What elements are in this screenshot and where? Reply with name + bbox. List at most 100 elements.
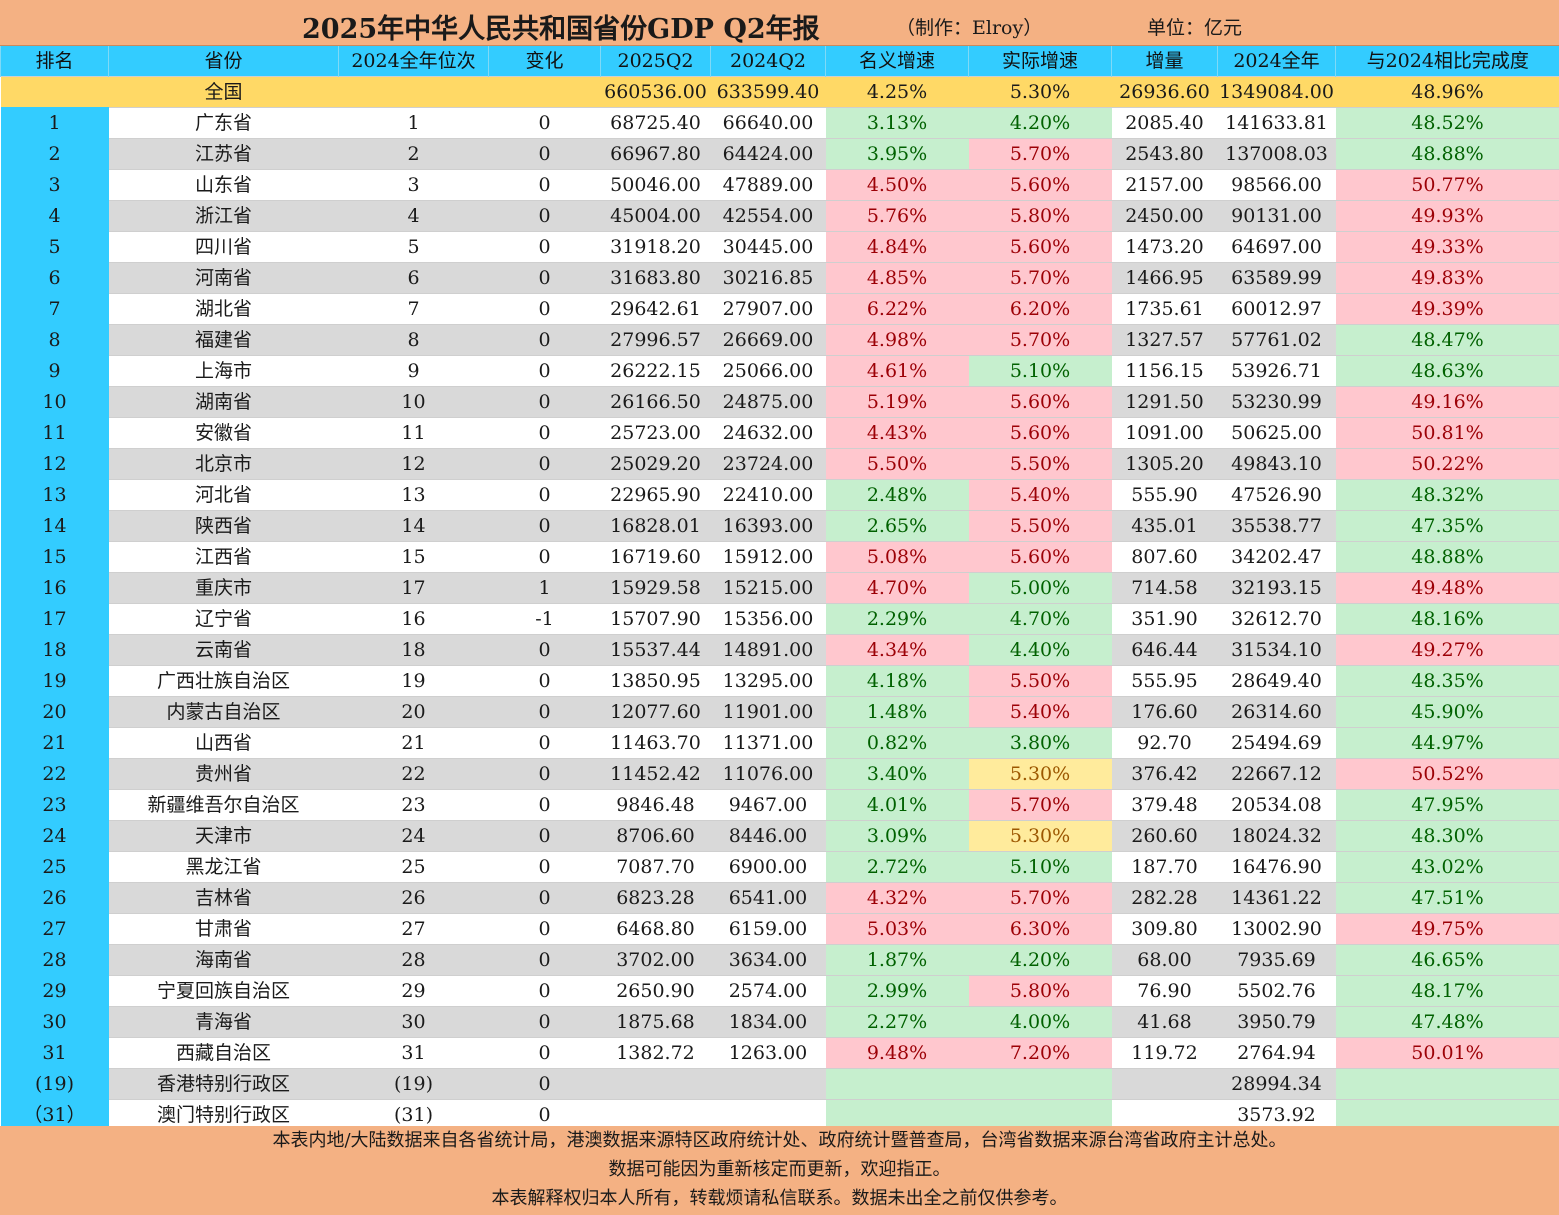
real-growth-cell: 5.60% [968, 541, 1112, 573]
rank-2024-cell: 23 [338, 789, 489, 821]
table-row: 13 河北省 13 0 22965.90 22410.00 2.48% 5.40% 555.90… [0, 479, 1559, 511]
rank-cell: 24 [0, 820, 109, 852]
rank-2024-cell: 12 [338, 448, 489, 480]
increment-cell: 376.42 [1111, 758, 1218, 790]
real-growth-cell: 6.30% [968, 913, 1112, 945]
rank-2024-cell: 24 [338, 820, 489, 852]
col-header-rank[interactable]: 排名 [0, 46, 109, 77]
change-cell: 0 [488, 789, 601, 821]
rank-cell: 28 [0, 944, 109, 976]
q2-2024-cell: 47889.00 [710, 169, 826, 201]
q2-2025-cell: 15537.44 [600, 634, 711, 666]
rank-cell: 5 [0, 231, 109, 263]
col-header-q2-2024[interactable]: 2024Q2 [710, 46, 826, 77]
real-growth-cell: 5.00% [968, 572, 1112, 604]
national-name: 全国 [108, 76, 339, 108]
province-cell: 江西省 [108, 541, 339, 573]
change-cell: 0 [488, 1037, 601, 1069]
real-growth-cell [968, 1099, 1112, 1131]
rank-2024-cell: 14 [338, 510, 489, 542]
real-growth-cell: 5.10% [968, 851, 1112, 883]
col-header-completion[interactable]: 与2024相比完成度 [1335, 46, 1559, 77]
full-2024-cell: 25494.69 [1217, 727, 1336, 759]
table-row: 10 湖南省 10 0 26166.50 24875.00 5.19% 5.60% 1291.5… [0, 386, 1559, 418]
real-growth-cell: 5.30% [968, 758, 1112, 790]
q2-2025-cell: 8706.60 [600, 820, 711, 852]
rank-cell: 20 [0, 696, 109, 728]
rank-cell: 29 [0, 975, 109, 1007]
real-growth-cell: 5.70% [968, 789, 1112, 821]
nominal-growth-cell: 3.09% [825, 820, 969, 852]
national-increment: 26936.60 [1111, 76, 1218, 108]
rank-2024-cell: 10 [338, 386, 489, 418]
q2-2025-cell: 2650.90 [600, 975, 711, 1007]
increment-cell: 1327.57 [1111, 324, 1218, 356]
nominal-growth-cell: 4.18% [825, 665, 969, 697]
col-header-real-growth[interactable]: 实际增速 [968, 46, 1112, 77]
rank-2024-cell: 13 [338, 479, 489, 511]
full-2024-cell: 63589.99 [1217, 262, 1336, 294]
change-cell: 0 [488, 851, 601, 883]
full-2024-cell: 5502.76 [1217, 975, 1336, 1007]
rank-2024-cell: 29 [338, 975, 489, 1007]
completion-cell: 48.17% [1335, 975, 1559, 1007]
rank-2024-cell: (31) [338, 1099, 489, 1131]
table-row: 17 辽宁省 16 -1 15707.90 15356.00 2.29% 4.70% 351.9… [0, 603, 1559, 635]
change-cell: 0 [488, 510, 601, 542]
col-header-rank-2024[interactable]: 2024全年位次 [338, 46, 489, 77]
rank-2024-cell: 3 [338, 169, 489, 201]
rank-cell: 8 [0, 324, 109, 356]
q2-2025-cell: 16719.60 [600, 541, 711, 573]
rank-2024-cell: 7 [338, 293, 489, 325]
col-header-province[interactable]: 省份 [108, 46, 339, 77]
footer-note-source: 本表内地/大陆数据来自各省统计局，港澳数据来源特区政府统计处、政府统计暨普查局，… [272, 1130, 1287, 1151]
full-2024-cell: 28649.40 [1217, 665, 1336, 697]
q2-2025-cell: 45004.00 [600, 200, 711, 232]
full-2024-cell: 57761.02 [1217, 324, 1336, 356]
province-cell: 青海省 [108, 1006, 339, 1038]
rank-cell: 18 [0, 634, 109, 666]
col-header-full-2024[interactable]: 2024全年 [1217, 46, 1336, 77]
col-header-q2-2025[interactable]: 2025Q2 [600, 46, 711, 77]
rank-2024-cell: 2 [338, 138, 489, 170]
completion-cell: 48.35% [1335, 665, 1559, 697]
real-growth-cell [968, 1068, 1112, 1100]
rank-cell: 23 [0, 789, 109, 821]
province-cell: 湖南省 [108, 386, 339, 418]
q2-2024-cell: 11076.00 [710, 758, 826, 790]
nominal-growth-cell: 3.40% [825, 758, 969, 790]
title-bar: 2025年中华人民共和国省份GDP Q2年报 （制作：Elroy） 单位：亿元 [0, 0, 1559, 46]
table-row: 11 安徽省 11 0 25723.00 24632.00 4.43% 5.60% 1091.0… [0, 417, 1559, 449]
gdp-table: 排名 省份 2024全年位次 变化 2025Q2 2024Q2 名义增速 实际增… [0, 46, 1559, 1161]
rank-2024-cell: (19) [338, 1068, 489, 1100]
province-cell: 四川省 [108, 231, 339, 263]
col-header-increment[interactable]: 增量 [1111, 46, 1218, 77]
q2-2025-cell: 66967.80 [600, 138, 711, 170]
rank-cell: 21 [0, 727, 109, 759]
real-growth-cell: 5.40% [968, 696, 1112, 728]
completion-cell [1335, 1099, 1559, 1131]
col-header-change[interactable]: 变化 [488, 46, 601, 77]
col-header-nominal-growth[interactable]: 名义增速 [825, 46, 969, 77]
q2-2025-cell: 22965.90 [600, 479, 711, 511]
increment-cell: 379.48 [1111, 789, 1218, 821]
rank-2024-cell: 31 [338, 1037, 489, 1069]
rank-2024-cell: 17 [338, 572, 489, 604]
table-row: 22 贵州省 22 0 11452.42 11076.00 3.40% 5.30% 376.42… [0, 758, 1559, 790]
nominal-growth-cell [825, 1099, 969, 1131]
province-cell: 北京市 [108, 448, 339, 480]
table-row: 1 广东省 1 0 68725.40 66640.00 3.13% 4.20% 2085.40 1… [0, 107, 1559, 139]
increment-cell: 807.60 [1111, 541, 1218, 573]
change-cell: 0 [488, 448, 601, 480]
change-cell: 0 [488, 169, 601, 201]
increment-cell: 555.95 [1111, 665, 1218, 697]
report-title: 2025年中华人民共和国省份GDP Q2年报 [302, 14, 820, 45]
province-cell: 江苏省 [108, 138, 339, 170]
table-row: 2 江苏省 2 0 66967.80 64424.00 3.95% 5.70% 2543.80 1… [0, 138, 1559, 170]
full-2024-cell: 49843.10 [1217, 448, 1336, 480]
increment-cell: 119.72 [1111, 1037, 1218, 1069]
table-row: 26 吉林省 26 0 6823.28 6541.00 4.32% 5.70% 282.28 14… [0, 882, 1559, 914]
increment-cell: 1735.61 [1111, 293, 1218, 325]
q2-2024-cell: 2574.00 [710, 975, 826, 1007]
nominal-growth-cell: 5.03% [825, 913, 969, 945]
